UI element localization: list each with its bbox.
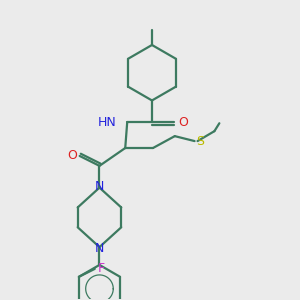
Text: N: N (95, 180, 104, 193)
Text: O: O (67, 149, 77, 162)
Text: O: O (178, 116, 188, 129)
Text: S: S (196, 135, 205, 148)
Text: HN: HN (98, 116, 116, 129)
Text: N: N (95, 242, 104, 255)
Text: F: F (98, 262, 105, 275)
